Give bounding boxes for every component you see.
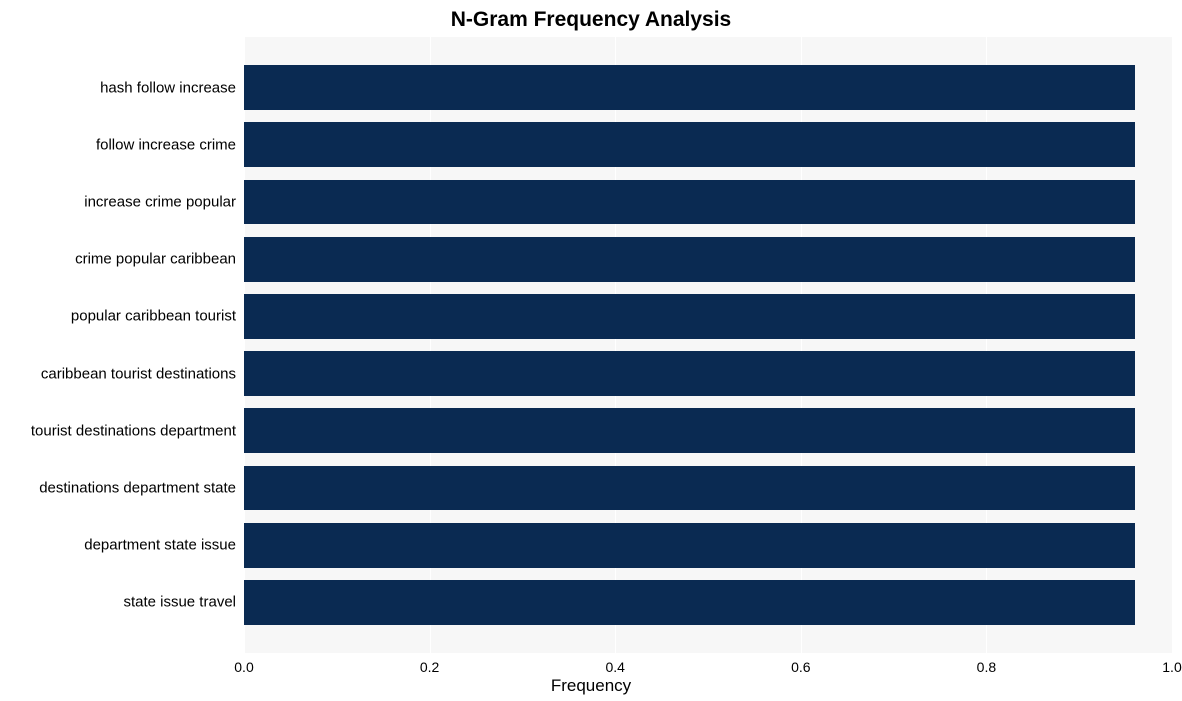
- bar: [244, 237, 1135, 282]
- bar: [244, 351, 1135, 396]
- x-axis-label: Frequency: [0, 676, 1182, 696]
- x-tick-label: 0.8: [977, 659, 996, 675]
- bg-stripe-pad: [244, 631, 1172, 653]
- bar: [244, 580, 1135, 625]
- y-tick-label: destinations department state: [39, 480, 236, 497]
- y-tick-label: increase crime popular: [84, 194, 236, 211]
- bar: [244, 180, 1135, 225]
- bar: [244, 408, 1135, 453]
- y-tick-label: popular caribbean tourist: [71, 308, 236, 325]
- x-tick-label: 0.0: [234, 659, 253, 675]
- bar: [244, 466, 1135, 511]
- bar: [244, 65, 1135, 110]
- plot-area: [244, 37, 1172, 653]
- gridline: [1172, 37, 1173, 653]
- y-tick-label: caribbean tourist destinations: [41, 365, 236, 382]
- x-tick-label: 0.6: [791, 659, 810, 675]
- y-tick-label: crime popular caribbean: [75, 251, 236, 268]
- bar: [244, 294, 1135, 339]
- bg-stripe-pad: [244, 37, 1172, 59]
- y-tick-label: state issue travel: [123, 594, 236, 611]
- x-tick-label: 0.2: [420, 659, 439, 675]
- bar: [244, 122, 1135, 167]
- y-tick-label: hash follow increase: [100, 79, 236, 96]
- y-tick-label: follow increase crime: [96, 136, 236, 153]
- x-tick-label: 1.0: [1162, 659, 1181, 675]
- y-tick-label: department state issue: [84, 537, 236, 554]
- bar: [244, 523, 1135, 568]
- chart-title: N-Gram Frequency Analysis: [0, 8, 1182, 32]
- x-tick-label: 0.4: [605, 659, 624, 675]
- y-tick-label: tourist destinations department: [31, 422, 236, 439]
